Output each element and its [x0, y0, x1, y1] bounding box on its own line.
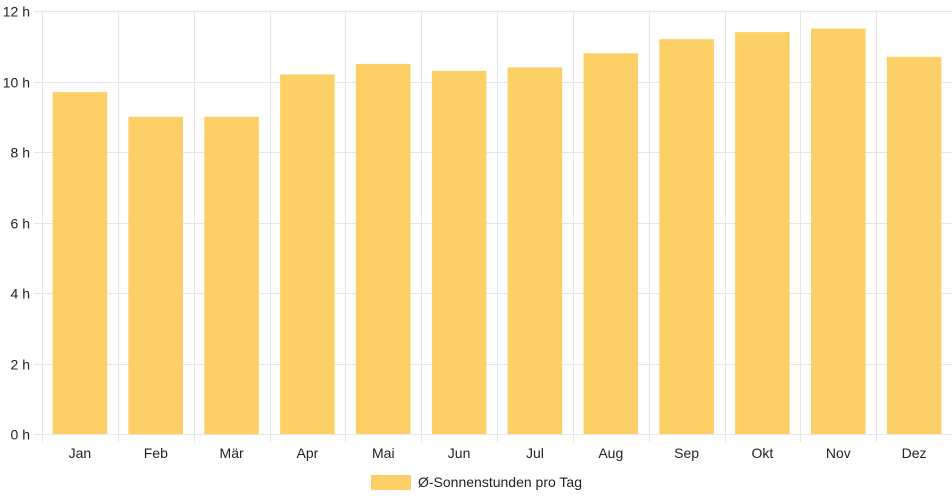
x-tick-label: Mai — [372, 445, 395, 461]
x-tick-label: Sep — [674, 445, 699, 461]
bar-sep[interactable] — [659, 39, 714, 434]
y-tick-label: 12 h — [3, 4, 30, 20]
bar-mär[interactable] — [204, 116, 259, 435]
x-tick-label: Jul — [526, 445, 544, 461]
x-tick-label: Feb — [144, 445, 168, 461]
y-tick-label: 4 h — [11, 286, 30, 302]
x-tick-label: Nov — [826, 445, 851, 461]
bar-feb[interactable] — [128, 116, 183, 435]
y-tick-label: 0 h — [11, 427, 30, 443]
x-tick-label: Dez — [902, 445, 927, 461]
bar-jan[interactable] — [52, 92, 108, 434]
y-tick-label: 8 h — [11, 145, 30, 161]
bar-jul[interactable] — [507, 67, 563, 435]
legend[interactable]: Ø-Sonnenstunden pro Tag — [371, 474, 582, 490]
bar-apr[interactable] — [280, 74, 335, 435]
y-tick-label: 6 h — [11, 216, 30, 232]
x-tick-label: Jan — [69, 445, 92, 461]
x-tick-label: Okt — [752, 445, 774, 461]
x-tick-label: Aug — [598, 445, 623, 461]
bar-aug[interactable] — [583, 53, 639, 435]
bars — [52, 28, 942, 435]
x-tick-label: Jun — [448, 445, 471, 461]
x-tick-label: Mär — [220, 445, 244, 461]
bar-nov[interactable] — [811, 28, 866, 434]
bar-dez[interactable] — [886, 56, 942, 435]
bar-jun[interactable] — [431, 70, 487, 435]
y-axis-ticks: 0 h 2 h 4 h 6 h 8 h 10 h 12 h — [3, 4, 30, 443]
grid — [34, 11, 952, 442]
y-tick-label: 10 h — [3, 75, 30, 91]
bar-okt[interactable] — [735, 32, 790, 434]
x-tick-label: Apr — [297, 445, 319, 461]
bar-mai[interactable] — [355, 63, 411, 435]
legend-label[interactable]: Ø-Sonnenstunden pro Tag — [418, 474, 582, 490]
x-axis-ticks: Jan Feb Mär Apr Mai Jun Jul Aug Sep Okt Nov Dez — [69, 445, 927, 461]
legend-swatch[interactable] — [371, 475, 411, 490]
y-tick-label: 2 h — [11, 357, 30, 373]
